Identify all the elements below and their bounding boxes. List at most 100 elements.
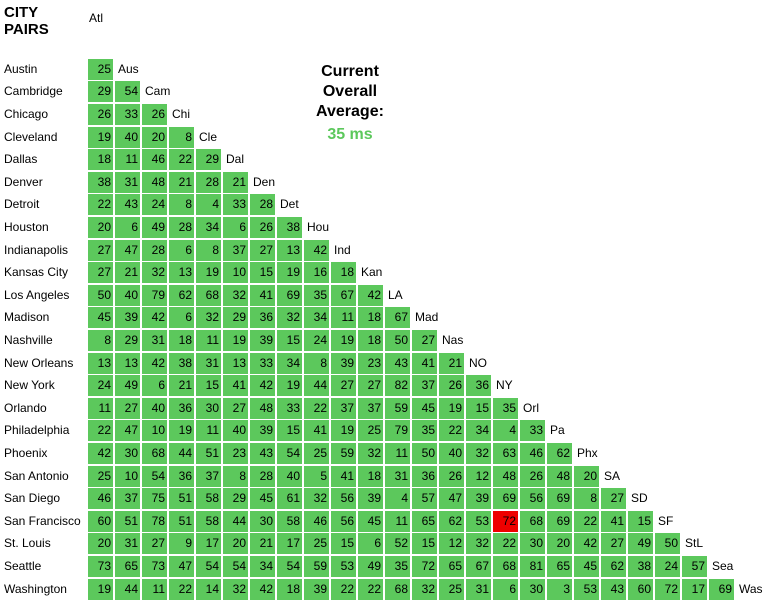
latency-cell: 69 <box>277 284 302 306</box>
latency-cell: 42 <box>142 307 167 329</box>
latency-cell: 51 <box>169 488 194 510</box>
latency-cell: 63 <box>493 443 518 464</box>
column-header: SD <box>631 491 648 506</box>
column-header: Den <box>253 174 276 189</box>
latency-cell: 78 <box>142 510 167 532</box>
latency-cell: 40 <box>223 420 248 442</box>
latency-cell: 67 <box>466 556 491 577</box>
latency-cell: 41 <box>601 510 626 532</box>
latency-cell: 35 <box>385 556 410 577</box>
latency-cell: 31 <box>466 578 491 600</box>
row-label: St. Louis <box>4 536 51 551</box>
latency-cell: 4 <box>493 420 518 442</box>
latency-cell: 29 <box>223 307 248 329</box>
latency-cell: 17 <box>682 578 707 600</box>
latency-cell: 61 <box>277 488 302 510</box>
row-label: Dallas <box>4 152 38 167</box>
latency-cell: 27 <box>223 397 248 419</box>
latency-cell: 75 <box>142 488 167 510</box>
latency-cell: 49 <box>115 375 140 397</box>
latency-cell: 37 <box>331 397 356 419</box>
latency-cell: 51 <box>115 510 140 532</box>
latency-cell: 48 <box>547 465 572 487</box>
latency-cell: 19 <box>88 578 113 600</box>
latency-cell: 65 <box>412 510 437 532</box>
latency-cell: 3 <box>547 578 572 600</box>
latency-cell: 11 <box>385 443 410 464</box>
latency-cell: 18 <box>331 262 356 284</box>
latency-cell: 30 <box>250 510 275 532</box>
column-header: NO <box>469 355 487 370</box>
latency-cell: 28 <box>142 239 167 261</box>
latency-cell: 33 <box>277 397 302 419</box>
latency-cell: 6 <box>493 578 518 600</box>
latency-cell: 18 <box>277 578 302 600</box>
latency-cell: 32 <box>223 578 248 600</box>
latency-cell: 40 <box>115 284 140 306</box>
latency-cell: 45 <box>250 488 275 510</box>
latency-cell: 49 <box>358 556 383 577</box>
row-label: Phoenix <box>4 446 48 460</box>
latency-cell: 21 <box>250 533 275 555</box>
latency-cell: 29 <box>196 149 221 171</box>
latency-cell: 59 <box>385 397 410 419</box>
column-header: Phx <box>577 446 598 460</box>
latency-cell: 50 <box>412 443 437 464</box>
latency-cell: 60 <box>88 510 113 532</box>
row-label: San Diego <box>4 491 61 506</box>
latency-cell: 41 <box>331 465 356 487</box>
column-header: LA <box>388 287 403 302</box>
latency-cell: 39 <box>358 488 383 510</box>
latency-cell: 26 <box>250 217 275 238</box>
latency-cell: 11 <box>196 420 221 442</box>
latency-cell: 25 <box>358 420 383 442</box>
latency-cell: 45 <box>88 307 113 329</box>
latency-cell: 40 <box>115 126 140 148</box>
latency-cell: 15 <box>277 330 302 351</box>
latency-cell: 10 <box>115 465 140 487</box>
latency-cell: 34 <box>196 217 221 238</box>
latency-cell: 19 <box>196 262 221 284</box>
latency-cell: 8 <box>223 465 248 487</box>
latency-cell: 4 <box>196 194 221 216</box>
latency-cell: 53 <box>331 556 356 577</box>
latency-cell: 36 <box>466 375 491 397</box>
latency-cell: 73 <box>142 556 167 577</box>
latency-cell: 21 <box>169 375 194 397</box>
latency-cell: 30 <box>520 533 545 555</box>
latency-cell: 31 <box>385 465 410 487</box>
latency-cell: 15 <box>250 262 275 284</box>
latency-cell: 45 <box>412 397 437 419</box>
latency-cell: 24 <box>142 194 167 216</box>
latency-cell: 68 <box>142 443 167 464</box>
latency-cell: 27 <box>142 533 167 555</box>
latency-cell: 67 <box>331 284 356 306</box>
latency-cell: 27 <box>601 488 626 510</box>
latency-cell: 29 <box>115 330 140 351</box>
column-header: SF <box>658 513 674 528</box>
latency-cell: 19 <box>439 397 464 419</box>
latency-cell: 79 <box>142 284 167 306</box>
latency-cell: 42 <box>304 239 329 261</box>
average-label: Current Overall Average: <box>316 63 384 120</box>
latency-cell: 26 <box>142 104 167 125</box>
latency-cell: 27 <box>601 533 626 555</box>
latency-cell: 39 <box>115 307 140 329</box>
latency-cell: 34 <box>250 556 275 577</box>
latency-cell: 43 <box>250 443 275 464</box>
latency-cell: 39 <box>304 578 329 600</box>
latency-cell: 45 <box>358 510 383 532</box>
latency-cell: 27 <box>331 375 356 397</box>
latency-cell: 20 <box>574 465 599 487</box>
row-label: Seattle <box>4 559 42 573</box>
latency-cell: 22 <box>88 420 113 442</box>
latency-cell: 38 <box>169 352 194 374</box>
latency-cell: 69 <box>547 488 572 510</box>
latency-cell: 27 <box>88 262 113 284</box>
column-header: Kan <box>361 265 383 280</box>
latency-cell: 27 <box>358 375 383 397</box>
latency-cell: 58 <box>196 488 221 510</box>
latency-cell: 21 <box>169 171 194 193</box>
latency-cell: 62 <box>547 443 572 464</box>
latency-cell: 47 <box>439 488 464 510</box>
